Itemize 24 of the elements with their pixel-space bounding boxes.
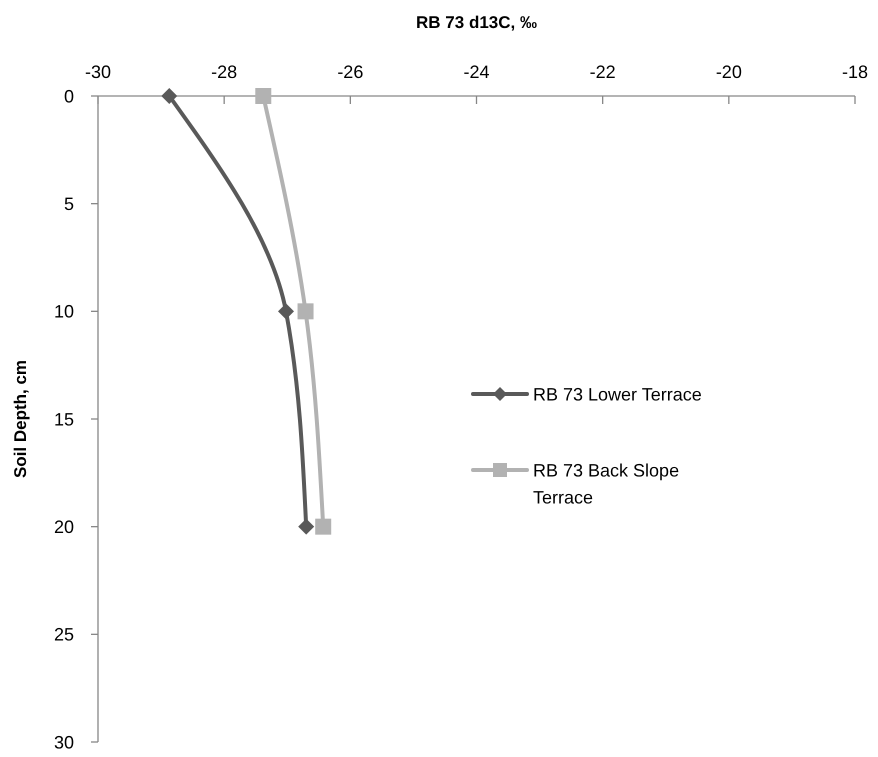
point — [255, 88, 272, 104]
x-tick-label: -28 — [211, 62, 238, 82]
y-tick-label: 20 — [54, 516, 74, 537]
point — [298, 303, 314, 320]
y-axis-title: Soil Depth, cm — [11, 360, 30, 478]
x-tick-label: -22 — [590, 62, 616, 82]
legend-label: RB 73 Back Slope Terrace — [533, 460, 680, 508]
x-axis-title: RB 73 d13C, ‰ — [416, 13, 537, 32]
y-tick-label: 10 — [54, 302, 74, 322]
y-tick-label: 30 — [54, 732, 74, 752]
point — [161, 88, 178, 104]
point — [278, 303, 294, 320]
x-tick-label: -24 — [463, 62, 490, 82]
y-tick-label: 15 — [54, 409, 74, 430]
y-tick-label: 0 — [64, 86, 74, 106]
x-tick-label: -26 — [337, 62, 364, 82]
point — [315, 518, 332, 535]
y-tick-label: 5 — [64, 194, 74, 214]
legend-label: RB 73 Lower Terrace — [533, 384, 702, 404]
y-tick-label: 25 — [54, 624, 74, 645]
point — [298, 518, 314, 535]
x-tick-label: -30 — [84, 62, 112, 82]
x-tick-label: -20 — [716, 62, 742, 82]
x-tick-label: -18 — [842, 62, 868, 82]
